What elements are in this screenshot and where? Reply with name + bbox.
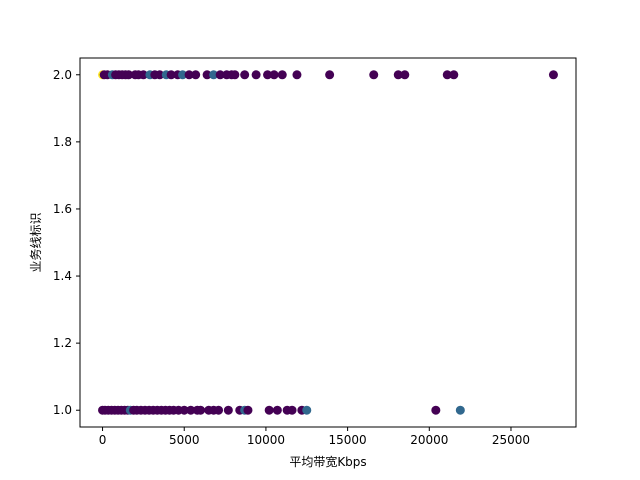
scatter-point [214,405,224,415]
scatter-point [272,405,282,415]
scatter-point [302,405,312,415]
scatter-point [455,405,465,415]
scatter-point [292,70,302,80]
scatter-point [269,70,279,80]
scatter-point [369,70,379,80]
y-axis: 1.0 1.2 1.4 1.6 1.8 2.0 [53,68,80,417]
scatter-point [196,405,206,415]
scatter-point [431,405,441,415]
scatter-point [442,70,452,80]
scatter-point [202,70,212,80]
scatter-point [264,405,274,415]
scatter-point [277,70,287,80]
scatter-point [223,405,233,415]
y-tick-label: 1.2 [53,336,72,350]
scatter-point [548,70,558,80]
scatter-point [178,70,188,80]
scatter-point [179,405,189,415]
scatter-point [243,405,253,415]
scatter-point [124,70,134,80]
y-tick-label: 2.0 [53,68,72,82]
x-axis-title: 平均带宽Kbps [289,454,366,469]
scatter-point [230,70,240,80]
scatter-point [166,70,176,80]
scatter-point [325,70,335,80]
x-tick-label: 15000 [329,433,367,447]
y-tick-label: 1.8 [53,135,72,149]
scatter-point [209,70,219,80]
plot-frame [79,57,577,428]
x-tick-label: 25000 [492,433,530,447]
scatter-point [393,70,403,80]
scatter-point [287,405,297,415]
scatter-point [400,70,410,80]
y-axis-title: 业务线标识 [28,212,43,272]
scatter-point [138,70,148,80]
y-tick-label: 1.0 [53,403,72,417]
points-layer [98,70,558,415]
scatter-point [240,70,250,80]
scatter-point [251,70,261,80]
y-tick-label: 1.4 [53,269,72,283]
x-tick-label: 5000 [169,433,200,447]
scatter-point [186,405,196,415]
x-tick-label: 10000 [247,433,285,447]
x-tick-label: 0 [99,433,107,447]
scatter-point [263,70,273,80]
scatter-point [155,70,165,80]
y-tick-label: 1.6 [53,202,72,216]
scatter-point [449,70,459,80]
scatter-point [184,70,194,80]
x-tick-label: 20000 [410,433,448,447]
scatter-point [191,70,201,80]
x-axis: 0 5000 10000 15000 20000 25000 [99,427,530,447]
scatter-point [215,70,225,80]
